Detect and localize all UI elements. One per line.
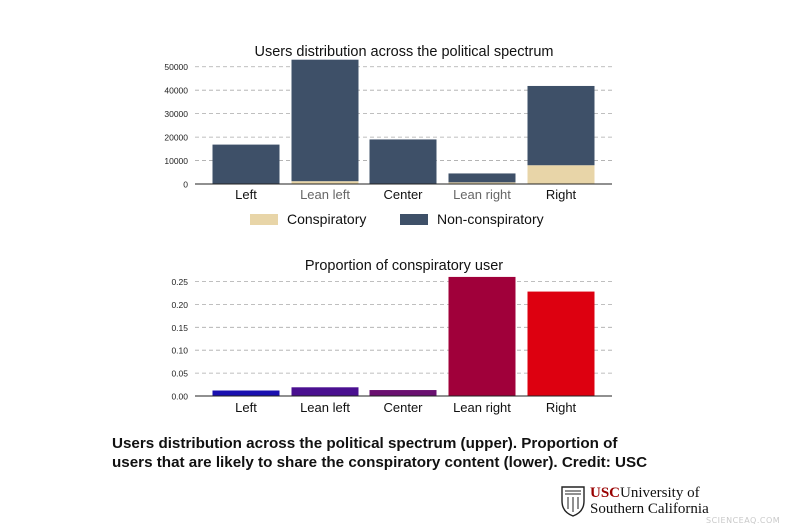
lower-y-tick-label: 0.15 — [171, 323, 188, 333]
lower-chart-title: Proportion of conspiratory user — [305, 258, 503, 274]
lower-bar — [291, 387, 359, 396]
lower-y-tick-label: 0.20 — [171, 300, 188, 310]
lower-x-tick-label: Right — [546, 400, 577, 415]
logo-usc: USC — [590, 485, 621, 501]
lower-bar — [527, 291, 595, 396]
caption-line-1: Users distribution across the political … — [112, 435, 618, 452]
upper-x-tick-label: Lean left — [300, 187, 350, 202]
lower-bar — [448, 276, 516, 396]
usc-seal-icon — [561, 486, 585, 517]
legend-label-conspiratory: Conspiratory — [287, 211, 366, 227]
lower-x-tick-label: Lean right — [453, 400, 511, 415]
caption-line-2: users that are likely to share the consp… — [112, 454, 648, 471]
lower-y-tick-label: 0.25 — [171, 277, 188, 287]
legend-swatch-non-conspiratory — [400, 214, 428, 225]
legend-swatch-conspiratory — [250, 214, 278, 225]
upper-x-tick-label: Center — [383, 187, 423, 202]
upper-bar-non-conspiratory — [212, 144, 280, 184]
watermark: SCIENCEAQ.COM — [706, 516, 781, 525]
upper-bar-conspiratory — [448, 182, 516, 184]
upper-chart-title: Users distribution across the political … — [255, 44, 554, 60]
upper-x-tick-label: Right — [546, 187, 577, 202]
usc-logo: USCUniversity of Southern California — [560, 485, 730, 519]
lower-y-tick-label: 0.00 — [171, 392, 188, 402]
legend-label-non-conspiratory: Non-conspiratory — [437, 211, 544, 227]
upper-bar-non-conspiratory — [448, 173, 516, 183]
figure-caption: Users distribution across the political … — [112, 434, 692, 472]
upper-y-tick-label: 20000 — [164, 133, 188, 143]
lower-y-tick-label: 0.05 — [171, 369, 188, 379]
lower-x-tick-label: Center — [383, 400, 423, 415]
lower-bar — [369, 390, 437, 396]
upper-x-tick-label: Left — [235, 187, 257, 202]
upper-y-tick-label: 50000 — [164, 62, 188, 72]
charts-figure: Users distribution across the political … — [164, 44, 612, 415]
upper-bar-conspiratory — [527, 165, 595, 184]
lower-y-tick-label: 0.10 — [171, 346, 188, 356]
upper-x-tick-label: Lean right — [453, 187, 511, 202]
upper-y-tick-label: 0 — [183, 180, 188, 190]
upper-bar-non-conspiratory — [369, 139, 437, 184]
lower-x-tick-label: Left — [235, 400, 257, 415]
upper-y-tick-label: 10000 — [164, 156, 188, 166]
upper-bar-non-conspiratory — [527, 85, 595, 166]
lower-x-tick-label: Lean left — [300, 400, 350, 415]
upper-y-tick-label: 30000 — [164, 109, 188, 119]
logo-line-1: USCUniversity of — [590, 485, 700, 501]
logo-university: University of — [620, 485, 700, 501]
upper-bar-conspiratory — [291, 181, 359, 184]
lower-bar — [212, 390, 280, 396]
upper-y-tick-label: 40000 — [164, 86, 188, 96]
logo-line-2: Southern California — [590, 501, 709, 517]
upper-bar-non-conspiratory — [291, 59, 359, 182]
